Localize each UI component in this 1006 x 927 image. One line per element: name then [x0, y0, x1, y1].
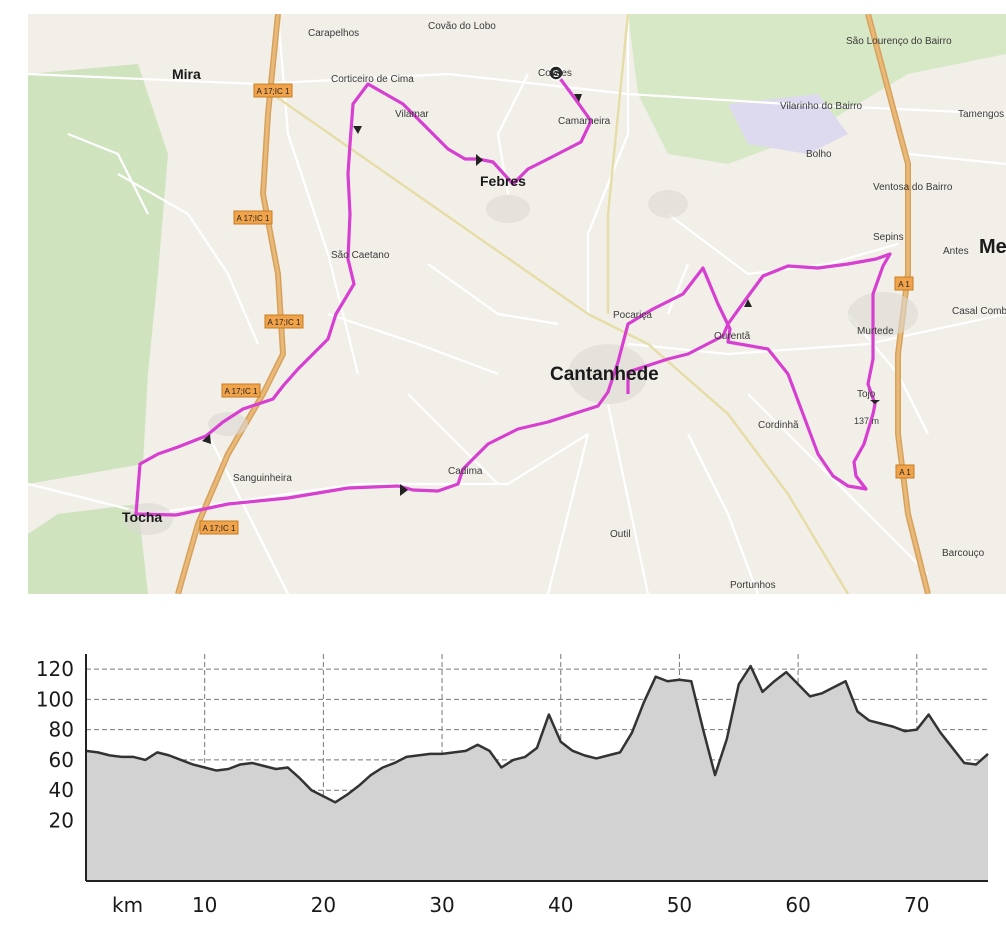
y-tick-label: 120: [36, 657, 74, 681]
forest-areas: [28, 14, 1006, 594]
place-label: Cantanhede: [550, 364, 659, 385]
road-shield: A 17;IC 1: [264, 314, 304, 329]
arrow-icon: [202, 434, 211, 444]
place-label: Corticeiro de Cima: [331, 74, 414, 85]
svg-text:S: S: [553, 69, 560, 80]
arrow-icon: [574, 94, 582, 102]
start-marker[interactable]: S: [548, 65, 564, 81]
y-axis-ticks: 20 40 60 80 100 120: [36, 657, 74, 832]
svg-text:A 17;IC 1: A 17;IC 1: [203, 524, 236, 533]
place-label: Barcouço: [942, 548, 985, 559]
x-tick-label: 60: [785, 893, 810, 917]
place-labels: Mira Carapelhos Covão do Lobo Covões São…: [122, 21, 1006, 591]
svg-text:A 17;IC 1: A 17;IC 1: [237, 214, 270, 223]
road-shields: A 17;IC 1 A 17;IC 1 A 17;IC 1 A 17;IC 1 …: [199, 83, 915, 535]
place-label: Cadima: [448, 466, 483, 477]
route-map[interactable]: A 17;IC 1 A 17;IC 1 A 17;IC 1 A 17;IC 1 …: [28, 14, 1006, 594]
y-tick-label: 60: [49, 748, 74, 772]
place-label: Camarneira: [558, 116, 611, 127]
place-label: Bolho: [806, 149, 832, 160]
arrow-icon: [353, 126, 362, 134]
place-label: Tocha: [122, 509, 162, 525]
x-axis-ticks: 10 20 30 40 50 60 70: [192, 893, 930, 917]
road-shield: A 17;IC 1: [199, 520, 239, 535]
place-label: Sanguinheira: [233, 473, 292, 484]
y-tick-label: 40: [49, 778, 74, 802]
place-label: 137 m: [854, 416, 879, 426]
chart-area: [85, 664, 989, 881]
road-shield: A 17;IC 1: [221, 383, 261, 398]
place-label: São Lourenço do Bairro: [846, 36, 952, 47]
arrow-icon: [400, 484, 408, 496]
place-label: Vilamar: [395, 109, 429, 120]
place-label: Ventosa do Bairro: [873, 182, 953, 193]
secondary-roads: [257, 14, 850, 594]
x-tick-label: 50: [667, 893, 692, 917]
svg-text:A 1: A 1: [899, 468, 911, 477]
x-tick-label: 20: [311, 893, 336, 917]
y-tick-label: 100: [36, 687, 74, 711]
place-label: Casal Comba: [952, 306, 1006, 317]
svg-text:A 1: A 1: [898, 280, 910, 289]
place-label: Tojo: [857, 389, 876, 400]
road-shield: A 17;IC 1: [253, 83, 293, 98]
elevation-area: [86, 666, 988, 881]
place-label: Covões: [538, 68, 572, 79]
svg-text:A 17;IC 1: A 17;IC 1: [225, 387, 258, 396]
arrow-icon: [870, 400, 880, 404]
place-label: Carapelhos: [308, 28, 359, 39]
place-label: Pocariça: [613, 310, 652, 321]
place-label: Murtede: [857, 326, 894, 337]
x-tick-label: 40: [548, 893, 573, 917]
arrow-icon: [744, 299, 752, 307]
x-tick-label: 10: [192, 893, 217, 917]
motorways: [175, 14, 931, 594]
x-axis-label: km: [112, 893, 143, 917]
place-label: Antes: [943, 246, 969, 257]
x-tick-label: 30: [429, 893, 454, 917]
direction-arrows: [202, 94, 880, 496]
svg-text:A 17;IC 1: A 17;IC 1: [268, 318, 301, 327]
place-label: Febres: [480, 173, 526, 189]
x-tick-label: 70: [904, 893, 929, 917]
y-tick-label: 80: [49, 718, 74, 742]
place-label: Outil: [610, 529, 631, 540]
svg-text:A 17;IC 1: A 17;IC 1: [257, 87, 290, 96]
route-line[interactable]: [134, 72, 892, 517]
arrow-icon: [476, 154, 483, 166]
map-canvas[interactable]: A 17;IC 1 A 17;IC 1 A 17;IC 1 A 17;IC 1 …: [28, 14, 1006, 594]
place-label: Cordinhã: [758, 420, 799, 431]
place-label: Portunhos: [730, 580, 776, 591]
road-shield: A 1: [895, 464, 915, 479]
road-shield: A 1: [894, 276, 914, 291]
place-label: Me: [979, 236, 1006, 258]
y-tick-label: 20: [49, 808, 74, 832]
place-label: Sepins: [873, 232, 904, 243]
place-label: Ourentã: [714, 331, 751, 342]
road-shield: A 17;IC 1: [233, 210, 273, 225]
place-label: Covão do Lobo: [428, 21, 496, 32]
place-label: São Caetano: [331, 250, 390, 261]
place-label: Mira: [172, 66, 201, 82]
place-label: Vilarinho do Bairro: [780, 101, 863, 112]
elevation-line: [85, 664, 989, 804]
elevation-chart: 20 40 60 80 100 120 10 20 30 40 50 60 70 km: [36, 654, 989, 917]
elevation-profile: 20 40 60 80 100 120 10 20 30 40 50 60 70 km: [0, 640, 1006, 922]
place-label: Tamengos: [958, 109, 1004, 120]
